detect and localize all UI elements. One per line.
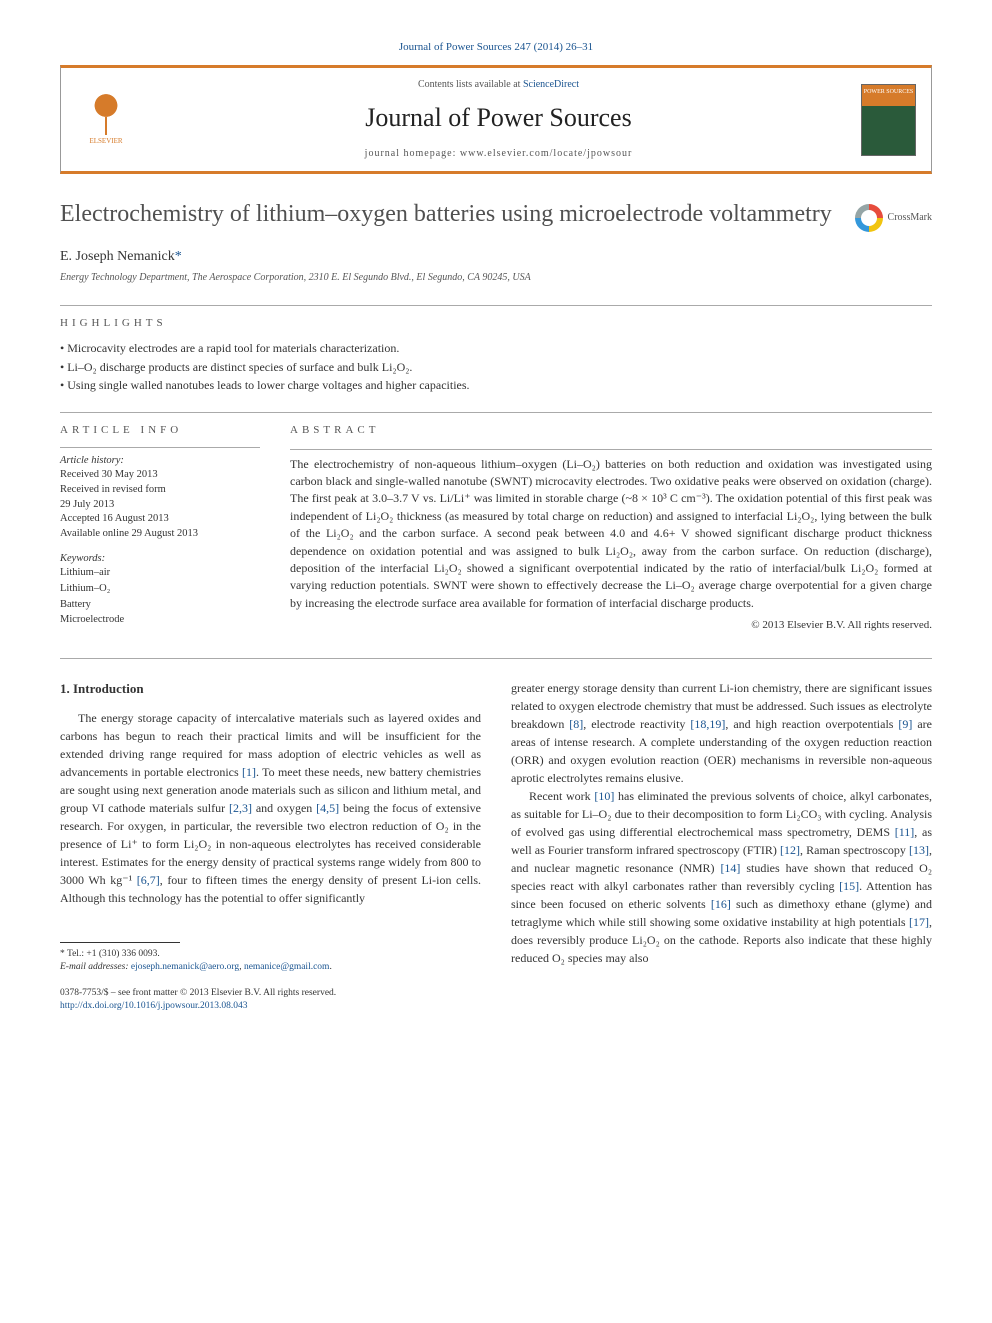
body-paragraph: Recent work [10] has eliminated the prev… — [511, 787, 932, 967]
article-title: Electrochemistry of lithium–oxygen batte… — [60, 199, 835, 230]
history-received: Received 30 May 2013 — [60, 468, 260, 483]
crossmark-label: CrossMark — [888, 211, 932, 225]
journal-name: Journal of Power Sources — [136, 100, 861, 136]
crossmark-widget[interactable]: CrossMark — [855, 204, 932, 232]
footnote-rule — [60, 942, 180, 943]
keyword: Microelectrode — [60, 613, 260, 628]
history-revised-line1: Received in revised form — [60, 483, 260, 498]
contents-prefix: Contents lists available at — [418, 79, 523, 90]
keyword: Lithium–O₂ — [60, 582, 260, 597]
section-title: Introduction — [73, 681, 144, 696]
sciencedirect-link[interactable]: ScienceDirect — [523, 79, 579, 90]
rule — [60, 447, 260, 448]
journal-header: ELSEVIER Contents lists available at Sci… — [60, 65, 932, 173]
email-label: E-mail addresses: — [60, 962, 131, 972]
article-info: ARTICLE INFO Article history: Received 3… — [60, 423, 260, 633]
rule — [290, 449, 932, 450]
article-info-label: ARTICLE INFO — [60, 423, 260, 438]
column-right: greater energy storage density than curr… — [511, 679, 932, 1013]
highlights-label: HIGHLIGHTS — [60, 316, 932, 331]
body-paragraph: The energy storage capacity of intercala… — [60, 709, 481, 907]
rule — [60, 412, 932, 413]
body-paragraph: greater energy storage density than curr… — [511, 679, 932, 787]
history-revised-line2: 29 July 2013 — [60, 498, 260, 513]
citation-header: Journal of Power Sources 247 (2014) 26–3… — [60, 40, 932, 55]
author-name: E. Joseph Nemanick — [60, 249, 175, 264]
journal-cover-thumb: POWER SOURCES — [861, 84, 916, 156]
body-columns: 1. Introduction The energy storage capac… — [60, 679, 932, 1013]
abstract-text: The electrochemistry of non-aqueous lith… — [290, 456, 932, 613]
abstract: ABSTRACT The electrochemistry of non-aqu… — [290, 423, 932, 633]
highlight-item: Using single walled nanotubes leads to l… — [60, 377, 932, 394]
doi-link[interactable]: http://dx.doi.org/10.1016/j.jpowsour.201… — [60, 1001, 247, 1011]
affiliation: Energy Technology Department, The Aerosp… — [60, 271, 932, 285]
elsevier-logo-text: ELSEVIER — [89, 137, 122, 147]
bottom-meta: 0378-7753/$ – see front matter © 2013 El… — [60, 987, 481, 1014]
author-corresp-marker[interactable]: * — [175, 249, 182, 264]
keyword: Lithium–air — [60, 566, 260, 581]
author-list: E. Joseph Nemanick* — [60, 247, 932, 267]
citation-link[interactable]: Journal of Power Sources 247 (2014) 26–3… — [399, 41, 593, 53]
tel-label: * Tel.: — [60, 949, 86, 959]
email-end: . — [329, 962, 331, 972]
email-link[interactable]: nemanice@gmail.com — [244, 962, 330, 972]
section-number: 1. — [60, 681, 70, 696]
rule — [60, 658, 932, 659]
homepage-line: journal homepage: www.elsevier.com/locat… — [136, 147, 861, 161]
issn-line: 0378-7753/$ – see front matter © 2013 El… — [60, 987, 481, 1000]
crossmark-icon — [855, 204, 883, 232]
elsevier-tree-icon — [86, 92, 126, 137]
corresponding-footnote: * Tel.: +1 (310) 336 0093. E-mail addres… — [60, 948, 481, 975]
history-label: Article history: — [60, 454, 260, 469]
section-heading: 1. Introduction — [60, 679, 481, 699]
abstract-label: ABSTRACT — [290, 423, 932, 438]
history-online: Available online 29 August 2013 — [60, 527, 260, 542]
keywords-label: Keywords: — [60, 552, 260, 567]
highlight-item: Microcavity electrodes are a rapid tool … — [60, 340, 932, 357]
highlight-item: Li–O₂ discharge products are distinct sp… — [60, 359, 932, 376]
elsevier-logo: ELSEVIER — [76, 85, 136, 155]
cover-text: POWER SOURCES — [864, 88, 914, 96]
homepage-link[interactable]: www.elsevier.com/locate/jpowsour — [460, 148, 632, 159]
homepage-prefix: journal homepage: — [365, 148, 460, 159]
contents-line: Contents lists available at ScienceDirec… — [136, 78, 861, 92]
highlights-list: Microcavity electrodes are a rapid tool … — [60, 340, 932, 394]
history-accepted: Accepted 16 August 2013 — [60, 512, 260, 527]
abstract-copyright: © 2013 Elsevier B.V. All rights reserved… — [290, 618, 932, 633]
column-left: 1. Introduction The energy storage capac… — [60, 679, 481, 1013]
email-link[interactable]: ejoseph.nemanick@aero.org — [131, 962, 239, 972]
rule — [60, 305, 932, 306]
tel-number: +1 (310) 336 0093. — [86, 949, 159, 959]
keyword: Battery — [60, 598, 260, 613]
